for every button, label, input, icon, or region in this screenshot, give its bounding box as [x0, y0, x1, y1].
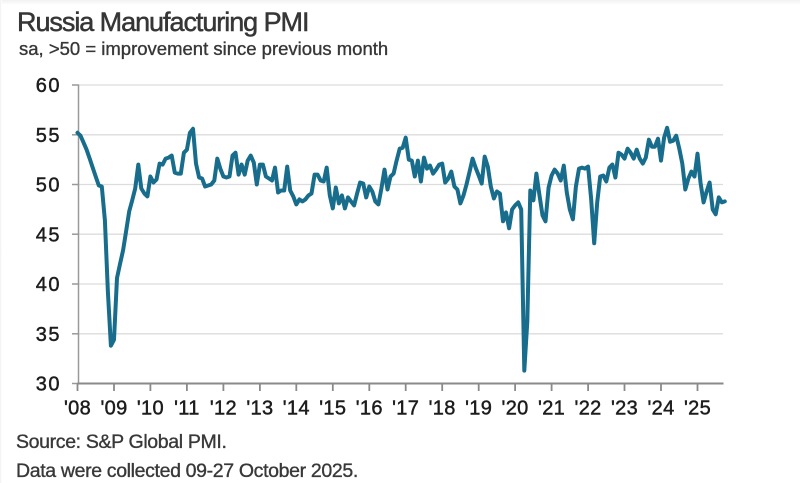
svg-text:'12: '12	[210, 398, 237, 420]
svg-text:'14: '14	[283, 398, 310, 420]
svg-text:'10: '10	[137, 398, 164, 420]
svg-text:'15: '15	[319, 398, 346, 420]
svg-text:30: 30	[36, 374, 61, 396]
svg-text:'23: '23	[611, 398, 638, 420]
svg-text:45: 45	[36, 224, 61, 246]
svg-text:'20: '20	[502, 398, 529, 420]
svg-text:'18: '18	[429, 398, 456, 420]
svg-text:'25: '25	[684, 398, 711, 420]
svg-text:50: 50	[36, 175, 61, 197]
svg-text:'08: '08	[64, 398, 91, 420]
svg-text:'09: '09	[100, 398, 127, 420]
svg-text:55: 55	[36, 125, 61, 147]
svg-text:'13: '13	[246, 398, 273, 420]
svg-text:35: 35	[36, 324, 61, 346]
svg-text:40: 40	[36, 274, 61, 296]
svg-text:'22: '22	[575, 398, 602, 420]
svg-text:'24: '24	[647, 398, 674, 420]
svg-text:'16: '16	[356, 398, 383, 420]
svg-text:'17: '17	[392, 398, 419, 420]
svg-text:'11: '11	[174, 398, 200, 420]
svg-text:'19: '19	[465, 398, 492, 420]
svg-text:60: 60	[36, 75, 61, 97]
svg-text:'21: '21	[538, 398, 565, 420]
